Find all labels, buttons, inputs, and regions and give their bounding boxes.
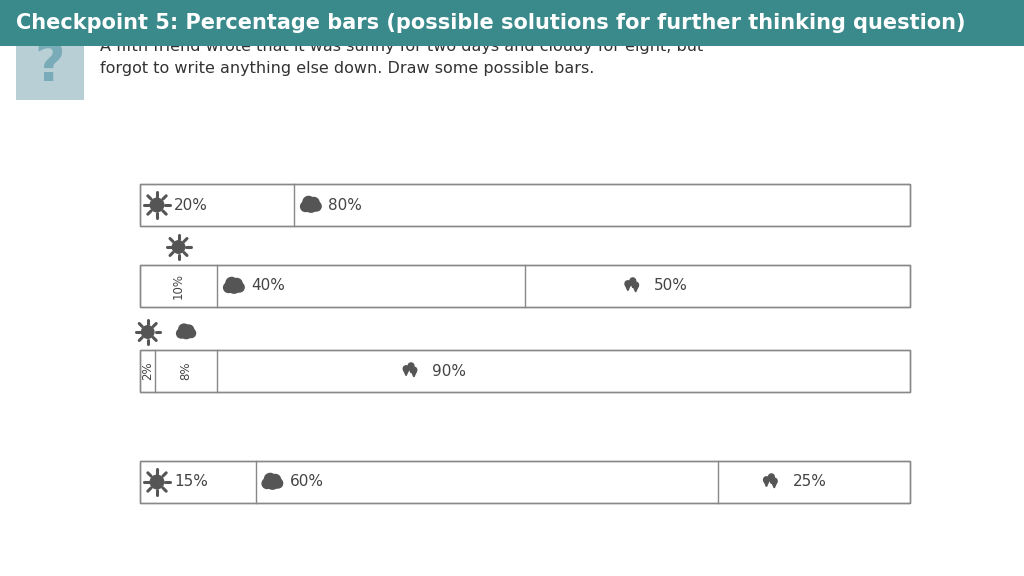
Circle shape	[179, 324, 189, 335]
Text: Checkpoint 5: Percentage bars (possible solutions for further thinking question): Checkpoint 5: Percentage bars (possible …	[16, 13, 966, 33]
Circle shape	[141, 326, 154, 338]
Circle shape	[176, 329, 185, 338]
Polygon shape	[403, 370, 409, 376]
Circle shape	[262, 479, 272, 488]
Circle shape	[771, 478, 777, 484]
Text: 60%: 60%	[290, 475, 324, 490]
Bar	[140, 350, 910, 392]
Text: 20%: 20%	[174, 198, 208, 213]
Circle shape	[179, 325, 193, 339]
Circle shape	[226, 278, 238, 289]
Circle shape	[769, 474, 774, 480]
Circle shape	[187, 329, 196, 338]
Circle shape	[764, 477, 769, 483]
Circle shape	[303, 196, 314, 208]
Text: 8%: 8%	[179, 362, 193, 380]
Bar	[0, 0, 1024, 46]
Text: 2%: 2%	[141, 362, 155, 380]
Circle shape	[304, 198, 318, 212]
Circle shape	[264, 473, 275, 485]
Circle shape	[265, 475, 280, 489]
Circle shape	[411, 367, 417, 373]
Polygon shape	[626, 285, 631, 290]
Text: 10%: 10%	[172, 273, 185, 299]
Circle shape	[227, 279, 241, 293]
Polygon shape	[769, 478, 774, 484]
Circle shape	[151, 475, 164, 489]
Text: forgot to write anything else down. Draw some possible bars.: forgot to write anything else down. Draw…	[100, 60, 594, 75]
Circle shape	[633, 282, 639, 288]
Circle shape	[409, 363, 414, 369]
Text: 25%: 25%	[793, 475, 826, 490]
Circle shape	[273, 479, 283, 488]
Bar	[140, 461, 910, 503]
Polygon shape	[772, 482, 777, 488]
Circle shape	[311, 202, 322, 211]
Circle shape	[184, 325, 194, 335]
Circle shape	[403, 366, 409, 372]
Text: A fifth friend wrote that it was sunny for two days and cloudy for eight, but: A fifth friend wrote that it was sunny f…	[100, 39, 703, 54]
Circle shape	[630, 278, 636, 283]
Polygon shape	[409, 367, 414, 373]
Circle shape	[625, 281, 631, 286]
Circle shape	[234, 283, 244, 292]
Circle shape	[301, 202, 310, 211]
Text: ?: ?	[35, 40, 66, 92]
Bar	[140, 184, 910, 226]
Text: 80%: 80%	[328, 198, 361, 213]
Circle shape	[172, 241, 184, 253]
Circle shape	[231, 278, 242, 289]
Text: 90%: 90%	[432, 363, 466, 378]
Text: 15%: 15%	[174, 475, 208, 490]
Bar	[140, 265, 910, 307]
Polygon shape	[764, 481, 769, 487]
Text: 40%: 40%	[251, 279, 285, 294]
Polygon shape	[633, 286, 638, 292]
Polygon shape	[412, 371, 417, 377]
Circle shape	[270, 475, 281, 485]
Bar	[140, 461, 910, 503]
Bar	[140, 350, 910, 392]
Circle shape	[308, 198, 319, 208]
Polygon shape	[630, 282, 636, 287]
Bar	[16, 32, 84, 100]
Bar	[140, 184, 910, 226]
Circle shape	[151, 198, 164, 212]
Text: 50%: 50%	[653, 279, 688, 294]
Circle shape	[223, 283, 233, 293]
Bar	[140, 265, 910, 307]
